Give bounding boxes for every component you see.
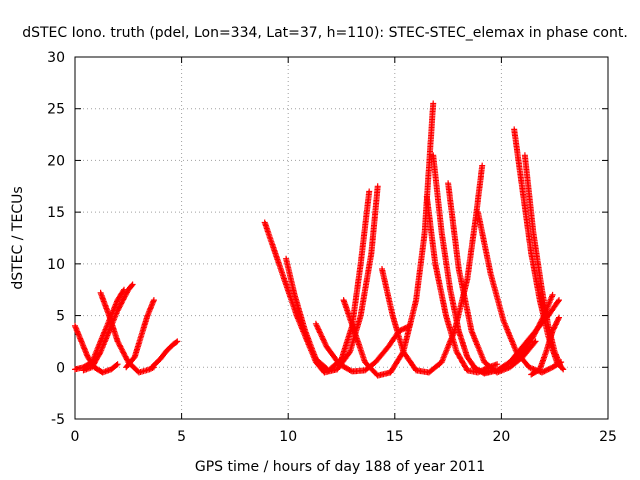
series-markers: [474, 209, 565, 376]
chart-title: dSTEC Iono. truth (pdel, Lon=334, Lat=37…: [22, 25, 628, 41]
series-16: [511, 126, 567, 373]
series-18: [528, 314, 562, 378]
y-tick-label: 5: [56, 309, 65, 325]
data-points: [72, 100, 567, 379]
x-tick-label: 20: [492, 429, 510, 445]
y-tick-label: 25: [47, 102, 65, 118]
series-markers: [72, 286, 127, 373]
y-tick-label: 0: [56, 360, 65, 376]
x-tick-label: 0: [71, 429, 80, 445]
series-3: [97, 289, 157, 376]
x-axis-label: GPS time / hours of day 188 of year 2011: [195, 459, 485, 475]
series-1: [72, 286, 127, 373]
y-tick-label: 15: [47, 205, 65, 221]
series-5: [148, 338, 181, 371]
series-markers: [97, 289, 157, 376]
y-tick-label: 20: [47, 153, 65, 169]
y-tick-label: 10: [47, 257, 65, 273]
series-markers: [123, 297, 157, 371]
series-17: [521, 152, 565, 371]
series-markers: [509, 291, 556, 366]
series-4: [123, 297, 157, 371]
series-14: [474, 209, 565, 376]
x-tick-label: 15: [386, 429, 404, 445]
x-tick-label: 25: [599, 429, 617, 445]
series-markers: [511, 126, 567, 373]
series-markers: [148, 338, 181, 371]
series-9: [340, 100, 437, 379]
plot-frame: [74, 56, 609, 420]
y-tick-label: -5: [51, 412, 65, 428]
grid-lines: [75, 57, 608, 419]
x-tick-label: 5: [177, 429, 186, 445]
x-tick-label: 10: [279, 429, 297, 445]
series-markers: [528, 314, 562, 378]
y-tick-label: 30: [47, 50, 65, 66]
y-axis-label: dSTEC / TECUs: [10, 186, 26, 289]
series-19: [509, 291, 556, 366]
series-markers: [340, 100, 437, 379]
series-markers: [521, 152, 565, 371]
